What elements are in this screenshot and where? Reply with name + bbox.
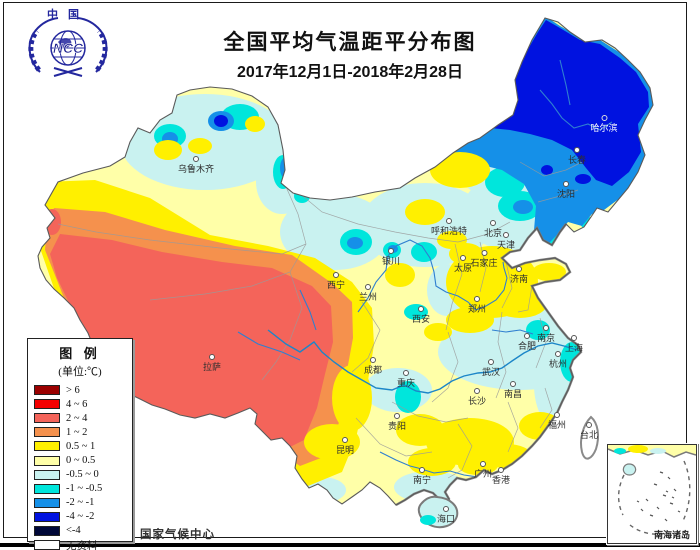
zone-2-4: [50, 234, 333, 450]
nine-dash-line: [617, 460, 691, 535]
legend-label: 1 ~ 2: [66, 426, 88, 438]
legend-label: -4 ~ -2: [66, 511, 95, 523]
rivers: [237, 59, 613, 478]
legend-label: 4 ~ 6: [66, 398, 88, 410]
legend-row: -1 ~ -0.5: [34, 482, 132, 496]
map-frame: [3, 2, 687, 538]
south-china-sea-inset: 南海诸岛: [607, 444, 697, 544]
legend-swatch: [34, 385, 60, 396]
map-title: 全国平均气温距平分布图: [223, 31, 477, 54]
ncc-logo: 中国 NCC: [18, 6, 118, 82]
inset-label: 南海诸岛: [654, 529, 690, 540]
legend-label: 2 ~ 4: [66, 412, 88, 424]
national-border: [37, 17, 654, 509]
island-dots: [636, 471, 681, 522]
zone-05-1: [154, 116, 566, 476]
legend-title: 图 例: [59, 346, 101, 361]
map-subtitle: 2017年12月1日-2018年2月28日: [237, 64, 463, 81]
legend-items: > 6 4 ~ 6 2 ~ 4 1 ~ 2 0.5 ~ 1 0 ~ 0.5 -0.5 ~ 0…: [34, 383, 132, 550]
zone-minus4-minus2: [214, 20, 649, 186]
legend-label: 0.5 ~ 1: [66, 440, 96, 452]
legend-swatch: [34, 511, 60, 522]
legend-label: 0 ~ 0.5: [66, 455, 96, 467]
legend-swatch: [34, 399, 60, 410]
legend-label: <-4: [66, 525, 81, 537]
legend-swatch: [34, 540, 60, 550]
legend-label: -0.5 ~ 0: [66, 469, 99, 481]
legend-swatch: [34, 483, 60, 494]
legend-swatch: [34, 427, 60, 438]
credit-label: 国家气候中心: [140, 529, 215, 541]
ncc-logo-emblem: NCC: [28, 17, 108, 77]
ncc-logo-country-text: 中国: [47, 9, 89, 21]
legend-swatch: [34, 469, 60, 480]
legend-row: 4 ~ 6: [34, 397, 132, 411]
legend: 图 例 (单位:℃) > 6 4 ~ 6 2 ~ 4 1 ~ 2 0.5 ~ 1 0 ~ …: [27, 338, 133, 550]
legend-label: 无资料: [66, 540, 98, 550]
legend-unit: (单位:℃): [58, 366, 102, 378]
legend-swatch: [34, 441, 60, 452]
yangtze-river: [267, 329, 578, 394]
province-borders: [57, 161, 583, 479]
taiwan-island: [580, 415, 600, 460]
legend-swatch: [34, 497, 60, 508]
legend-row: -4 ~ -2: [34, 510, 132, 524]
south-china-sea-map: 南海诸岛: [608, 445, 696, 540]
legend-row: <-4: [34, 524, 132, 538]
legend-row: 0 ~ 0.5: [34, 453, 132, 467]
ncc-logo-text: NCC: [53, 40, 84, 56]
legend-row: > 6: [34, 383, 132, 397]
hainan-island: [417, 495, 459, 529]
legend-row: 0.5 ~ 1: [34, 439, 132, 453]
legend-label: -2 ~ -1: [66, 497, 95, 509]
legend-row: -2 ~ -1: [34, 496, 132, 510]
legend-swatch: [34, 413, 60, 424]
legend-swatch: [34, 525, 60, 536]
legend-row: 无资料: [34, 538, 132, 550]
legend-label: > 6: [66, 384, 80, 396]
legend-row: -0.5 ~ 0: [34, 468, 132, 482]
bottom-edge-bar: [0, 543, 700, 547]
legend-label: -1 ~ -0.5: [66, 483, 103, 495]
legend-swatch: [34, 455, 60, 466]
legend-row: 2 ~ 4: [34, 411, 132, 425]
legend-row: 1 ~ 2: [34, 425, 132, 439]
